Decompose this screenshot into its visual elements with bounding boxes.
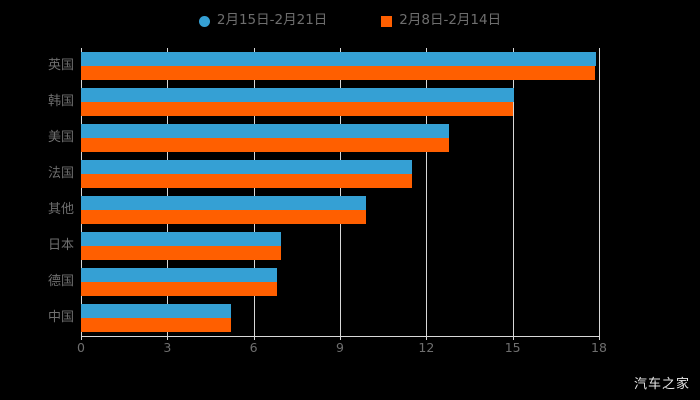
y-axis-category-label: 其他 [47, 202, 74, 217]
bar[interactable] [81, 174, 412, 188]
bar[interactable] [81, 304, 231, 318]
legend-marker-circle-icon [198, 15, 210, 27]
bar[interactable] [81, 318, 231, 332]
bar[interactable] [81, 52, 597, 66]
y-axis-category-label: 日本 [47, 238, 74, 253]
x-tick-label: 3 [163, 340, 172, 355]
gridline-x-6 [253, 48, 255, 336]
chart-legend: 2月15日-2月21日 2月8日-2月14日 [0, 8, 700, 34]
bar[interactable] [81, 160, 412, 174]
bar-group [81, 196, 599, 224]
tick-mark-x-15 [512, 336, 514, 340]
bar[interactable] [81, 268, 277, 282]
legend-label-series-b: 2月8日-2月14日 [399, 12, 502, 29]
bar-group [81, 304, 599, 332]
gridline-x-18 [599, 48, 600, 336]
gridline-x-15 [512, 48, 514, 336]
y-axis-category-label: 美国 [47, 130, 74, 145]
tick-mark-x-6 [253, 336, 255, 340]
bar-group [81, 268, 599, 296]
tick-mark-x-9 [340, 336, 341, 340]
bar[interactable] [81, 102, 513, 116]
bar[interactable] [81, 138, 450, 152]
bar[interactable] [81, 124, 450, 138]
legend-item-series-a[interactable]: 2月15日-2月21日 [198, 12, 328, 29]
x-tick-label: 12 [418, 340, 435, 355]
tick-mark-x-12 [426, 336, 428, 340]
plot-area [81, 48, 600, 336]
y-axis-category-label: 德国 [47, 274, 74, 289]
legend-item-series-b[interactable]: 2月8日-2月14日 [381, 14, 501, 28]
y-axis-category-label: 中国 [47, 310, 74, 325]
bar-group [81, 52, 599, 80]
tick-mark-x-18 [599, 336, 600, 340]
y-axis-category-labels: 英国韩国美国法国其他日本德国中国 [8, 48, 74, 336]
bar[interactable] [81, 246, 281, 260]
y-axis-category-label: 韩国 [47, 94, 74, 109]
bar[interactable] [81, 66, 595, 80]
x-axis-tick-labels: 0 3 6 9 12 15 18 [0, 340, 700, 360]
bar[interactable] [81, 196, 366, 210]
legend-marker-square-icon [381, 15, 393, 27]
x-tick-label: 9 [336, 340, 344, 355]
gridline-x-12 [426, 48, 428, 336]
bar[interactable] [81, 282, 277, 296]
gridline-x-9 [340, 48, 341, 336]
y-axis-category-label: 英国 [47, 58, 74, 73]
x-tick-label: 15 [504, 340, 521, 355]
gridline-x-0 [81, 48, 82, 336]
bar-group [81, 232, 599, 260]
gridline-x-3 [167, 48, 169, 336]
bar-group [81, 124, 599, 152]
bar[interactable] [81, 210, 366, 224]
x-tick-label: 18 [591, 340, 607, 355]
watermark: 汽车之家 [633, 377, 690, 392]
tick-mark-x-0 [81, 336, 82, 340]
x-tick-label: 6 [249, 340, 258, 355]
y-axis-category-label: 法国 [47, 166, 74, 181]
legend-label-series-a: 2月15日-2月21日 [216, 12, 328, 29]
bar-group [81, 160, 599, 188]
tick-mark-x-3 [167, 336, 169, 340]
x-tick-label: 0 [77, 340, 85, 355]
bar-group [81, 88, 599, 116]
bar[interactable] [81, 88, 515, 102]
bar[interactable] [81, 232, 281, 246]
